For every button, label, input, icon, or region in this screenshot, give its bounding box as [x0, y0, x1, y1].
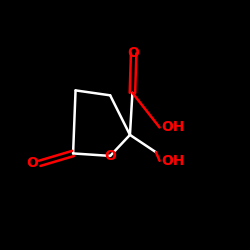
Text: OH: OH [162, 154, 185, 168]
Text: O: O [26, 156, 38, 170]
Text: O: O [128, 46, 140, 60]
Text: O: O [104, 149, 116, 163]
Text: OH: OH [162, 120, 185, 134]
